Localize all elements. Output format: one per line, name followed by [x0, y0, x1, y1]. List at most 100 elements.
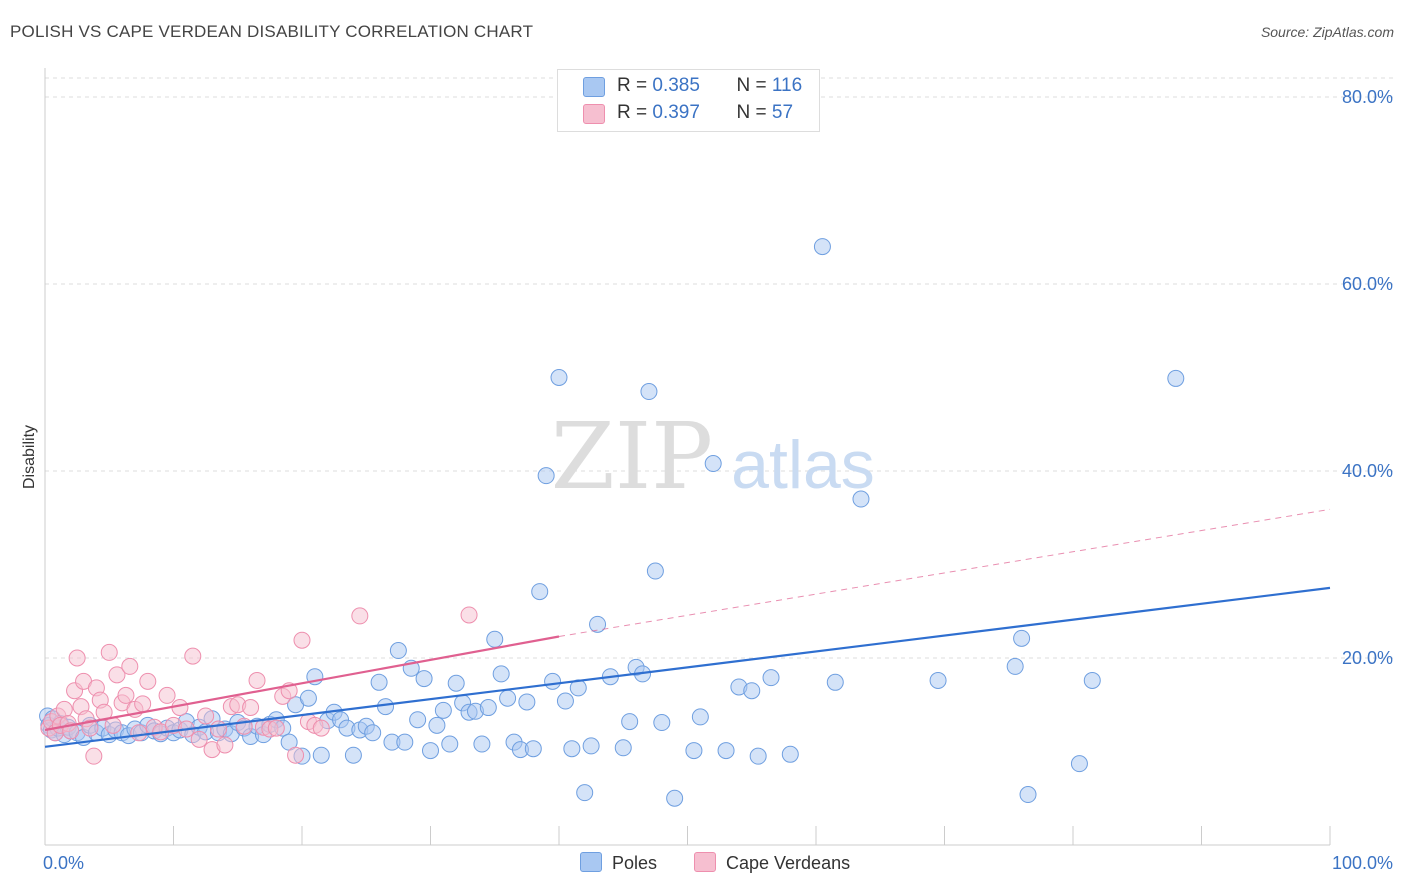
- legend-n-label: N =: [736, 102, 767, 123]
- legend-r-label: R =: [617, 102, 648, 123]
- poles-point: [479, 699, 497, 717]
- x-tick-label: 100.0%: [1332, 853, 1393, 873]
- watermark-zip: ZIP: [551, 403, 713, 510]
- cape-verdean-point: [68, 649, 86, 667]
- correlation-legend: R = 0.385 N = 116 R = 0.397 N = 57: [557, 69, 820, 132]
- poles-point: [396, 733, 414, 751]
- poles-point: [762, 669, 780, 687]
- poles-point: [929, 671, 947, 689]
- cape-verdean-point: [55, 700, 73, 718]
- poles-point: [781, 745, 799, 763]
- cape-verdean-point: [351, 607, 369, 625]
- legend-r-value-cape: 0.397: [652, 102, 700, 123]
- poles-point: [749, 747, 767, 765]
- cape-verdean-point: [184, 647, 202, 665]
- x-tick-label: 0.0%: [43, 853, 84, 873]
- cape-verdean-point: [312, 719, 330, 737]
- poles-point: [524, 740, 542, 758]
- poles-point: [299, 689, 317, 707]
- poles-point: [589, 615, 607, 633]
- poles-point: [518, 693, 536, 711]
- cape-verdean-point: [130, 724, 148, 742]
- poles-point: [486, 630, 504, 648]
- cape-verdean-point: [117, 686, 135, 704]
- poles-point: [492, 665, 510, 683]
- poles-point: [344, 746, 362, 764]
- poles-swatch: [583, 77, 605, 97]
- poles-point: [377, 698, 395, 716]
- poles-trend-line: [44, 586, 1331, 748]
- cape-verdean-point: [158, 686, 176, 704]
- poles-point: [1070, 755, 1088, 773]
- cape-verdean-point: [100, 643, 118, 661]
- poles-point: [813, 238, 831, 256]
- cape-verdean-point: [190, 730, 208, 748]
- poles-point: [666, 789, 684, 807]
- bottom-legend-cape-verdeans: Cape Verdeans: [694, 852, 850, 874]
- cape-verdeans-legend-swatch: [694, 852, 716, 872]
- cape-verdean-point: [287, 746, 305, 764]
- chart-title: POLISH VS CAPE VERDEAN DISABILITY CORREL…: [10, 22, 534, 41]
- poles-point: [717, 742, 735, 760]
- cape-verdean-point: [460, 606, 478, 624]
- poles-point: [531, 583, 549, 601]
- poles-point: [312, 746, 330, 764]
- poles-point: [852, 490, 870, 508]
- y-tick-label: 60.0%: [1342, 274, 1393, 294]
- cape-verdean-point: [121, 657, 139, 675]
- trend-lines: [44, 508, 1331, 748]
- poles-point: [473, 735, 491, 753]
- poles-point: [370, 673, 388, 691]
- poles-point: [447, 674, 465, 692]
- poles-legend-label: Poles: [612, 853, 658, 873]
- cape-verdean-point: [85, 747, 103, 765]
- legend-n-label: N =: [736, 75, 767, 96]
- cape-verdean-point: [267, 719, 285, 737]
- legend-r-value-poles: 0.385: [652, 75, 700, 96]
- y-tick-label: 80.0%: [1342, 87, 1393, 107]
- cape-verdean-point: [81, 719, 99, 737]
- axis-labels: 20.0% 40.0% 60.0% 80.0% 0.0% 100.0% Disability: [21, 87, 1393, 873]
- poles-point: [640, 383, 658, 401]
- poles-point: [422, 742, 439, 760]
- poles-point: [441, 735, 459, 753]
- cape-verdean-point: [242, 699, 260, 717]
- poles-point: [614, 739, 632, 757]
- poles-point: [1006, 657, 1024, 675]
- poles-point: [1019, 786, 1037, 804]
- poles-point: [691, 708, 709, 726]
- poles-point: [621, 713, 639, 731]
- legend-n-value-cape: 57: [771, 102, 794, 123]
- cape-verdeans-swatch: [583, 104, 605, 124]
- poles-point: [653, 714, 671, 732]
- poles-point: [685, 742, 703, 760]
- poles-point: [1167, 369, 1185, 387]
- grid-lines: [45, 77, 1393, 659]
- cape-verdean-point: [209, 720, 227, 738]
- poles-point: [389, 642, 407, 660]
- poles-point: [576, 784, 594, 802]
- cape-verdean-trend-line: [44, 635, 560, 732]
- poles-point: [1013, 629, 1031, 647]
- poles-point: [582, 737, 600, 755]
- source-credit: Source: ZipAtlas.com: [1260, 24, 1394, 40]
- cape-verdeans-legend-label: Cape Verdeans: [726, 853, 851, 873]
- y-tick-label: 40.0%: [1342, 461, 1393, 481]
- cape-verdean-point: [216, 736, 234, 754]
- poles-point: [556, 692, 574, 710]
- poles-point: [364, 724, 382, 742]
- cape-verdean-points: [40, 606, 478, 765]
- poles-point: [415, 670, 433, 688]
- cape-verdean-point: [293, 631, 311, 649]
- poles-point: [563, 740, 581, 758]
- zipatlas-watermark: ZIP atlas: [551, 403, 875, 510]
- cape-verdean-point: [248, 671, 266, 689]
- cape-verdean-trend-extension: [558, 508, 1331, 637]
- poles-point: [826, 673, 844, 691]
- poles-point: [409, 711, 427, 729]
- cape-verdean-point: [108, 666, 126, 684]
- cape-verdean-point: [134, 695, 152, 713]
- cape-verdean-point: [197, 707, 215, 725]
- legend-n-value-poles: 116: [771, 75, 803, 96]
